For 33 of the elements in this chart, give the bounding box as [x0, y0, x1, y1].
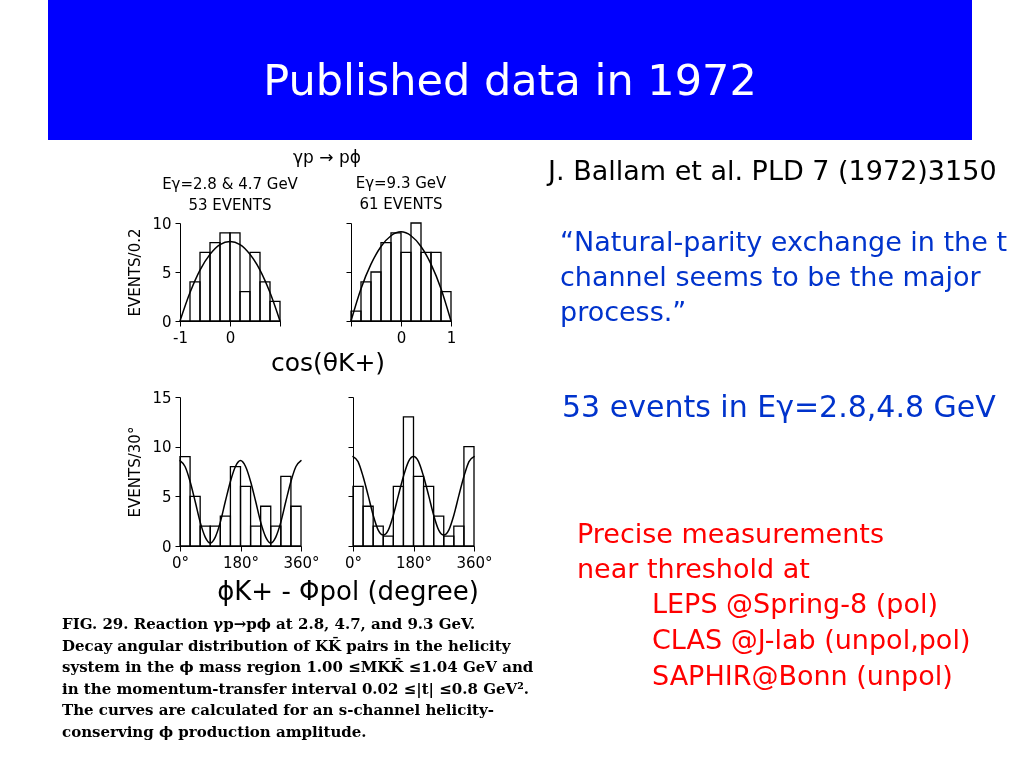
x-axis-title: cos(θK+) [270, 348, 386, 377]
caption: FIG. 29. Reaction γp→pϕ at 2.8, 4.7, and 9.3 GeV. Decay angular distribution of KK̄ pairs in the helicity system in the ϕ mass region 1.00 ≤MKK̄ ≤1.04 GeV and in the momentum-transfer interval 0.02 ≤|t| ≤0.8 GeV². The curves are calculated for an s-channel helicity- conserving ϕ production amplitude. [62, 615, 534, 741]
chart-title: Eγ=2.8 & 4.7 GeV [162, 175, 299, 193]
chart-subtitle: 61 EVENTS [359, 195, 443, 214]
x-tick-label: 0 [396, 328, 407, 347]
text: J. Ballam et al. PLD 7 (1972)3150 [546, 155, 997, 186]
x-tick-label: 0° [171, 553, 190, 572]
text: 53 events in Eγ=2.8,4.8 GeV [562, 389, 997, 424]
x-tick-label: 180° [395, 553, 433, 572]
text: γp → pϕ [293, 147, 361, 167]
y-tick-label: 0 [161, 537, 172, 556]
x-tick-label: 360° [456, 553, 493, 572]
y-tick-label: 10 [152, 438, 172, 457]
text: Published data in 1972 [263, 55, 757, 105]
y-tick-label: 15 [152, 388, 172, 407]
y-axis-title: EVENTS/30° [126, 426, 145, 518]
x-axis-title: ϕK+ - Φpol (degree) [217, 576, 479, 606]
y-tick-label: 5 [161, 263, 172, 282]
x-tick-label: 0° [344, 553, 363, 572]
chart-title: Eγ=9.3 GeV [355, 174, 448, 193]
text: LEPS @Spring-8 (pol) CLAS @J-lab (unpol,pol) SAPHIR@Bonn (unpol) [652, 588, 971, 691]
x-tick-label: 0 [225, 328, 236, 347]
text: “Natural-parity exchange in the t channel seems to be the major process.” [560, 226, 1008, 327]
text: Precise measurements near threshold at [577, 518, 884, 584]
x-tick-label: 1 [446, 328, 457, 347]
x-tick-label: 360° [283, 553, 320, 572]
y-axis-title: EVENTS/0.2 [126, 228, 145, 317]
y-tick-label: 5 [161, 487, 172, 506]
chart-subtitle: 53 EVENTS [188, 196, 272, 214]
y-tick-label: 0 [161, 312, 172, 331]
x-tick-label: 180° [222, 553, 260, 572]
x-tick-label: -1 [173, 328, 188, 347]
y-tick-label: 10 [152, 214, 172, 233]
